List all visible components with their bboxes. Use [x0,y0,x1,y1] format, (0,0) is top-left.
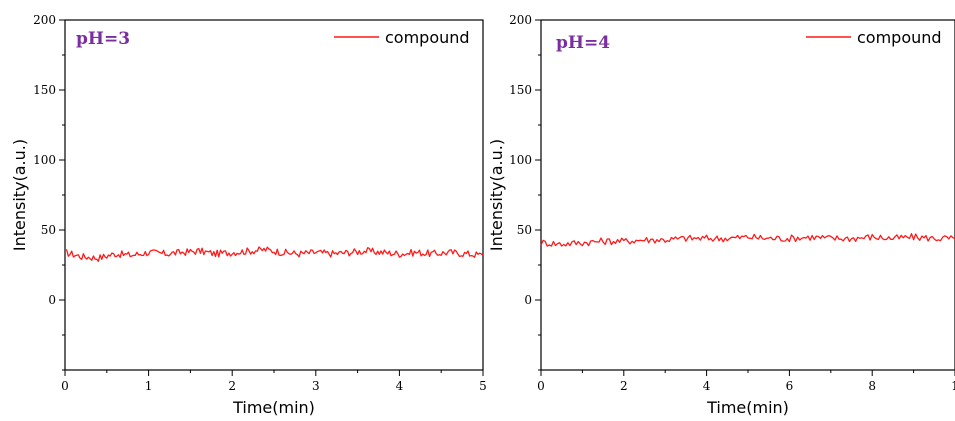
y-tick-label: 100 [509,153,532,167]
x-tick-label: 8 [868,379,876,393]
y-tick-label: 200 [509,13,532,27]
chart-panel-ph3: 0 1 2 3 4 5 0 50 100 150 200 pH=3 compound Time(m… [10,13,487,417]
plot-frame [540,19,955,371]
x-tick-label: 0 [61,379,69,393]
series-line-compound [540,233,955,247]
x-tick-label: 2 [620,379,628,393]
legend-label: compound [857,28,942,47]
y-tick-labels: 0 50 100 150 200 [509,13,532,307]
annotation-label: pH=3 [76,29,130,49]
plot-frame [64,19,484,371]
axis-ticks [535,19,955,376]
series-line-compound [64,246,484,262]
y-tick-label: 0 [524,293,532,307]
y-tick-labels: 0 50 100 150 200 [33,13,56,307]
legend-label: compound [385,28,470,47]
x-tick-label: 4 [396,379,404,393]
y-tick-label: 0 [48,293,56,307]
y-axis-label: Intensity(a.u.) [10,139,29,251]
axis-ticks [59,19,484,376]
y-axis-label: Intensity(a.u.) [487,139,506,251]
x-tick-label: 5 [479,379,487,393]
annotation-label: pH=4 [556,33,610,53]
x-tick-label: 4 [703,379,711,393]
x-axis-label: Time(min) [232,398,315,417]
x-tick-label: 1 [951,379,955,393]
y-tick-label: 200 [33,13,56,27]
x-tick-labels: 0 2 4 6 8 1 [537,379,955,393]
y-tick-label: 150 [509,83,532,97]
x-axis-label: Time(min) [706,398,789,417]
x-tick-label: 0 [537,379,545,393]
y-tick-label: 50 [41,223,56,237]
y-tick-label: 150 [33,83,56,97]
y-tick-label: 100 [33,153,56,167]
x-tick-label: 6 [786,379,794,393]
x-tick-label: 2 [228,379,236,393]
x-tick-label: 1 [145,379,153,393]
x-tick-labels: 0 1 2 3 4 5 [61,379,487,393]
x-tick-label: 3 [312,379,320,393]
y-tick-label: 50 [517,223,532,237]
